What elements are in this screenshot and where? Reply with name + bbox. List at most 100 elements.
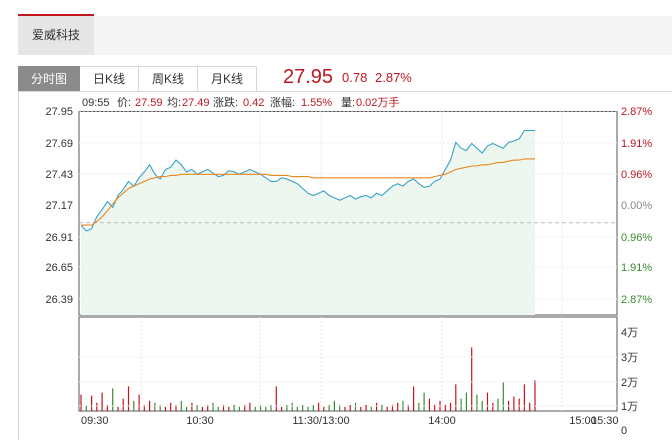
volume-bar — [318, 402, 320, 411]
info-time: 09:55 — [82, 97, 110, 109]
time-axis-label: 10:30 — [186, 415, 214, 427]
volume-bar — [476, 394, 478, 411]
price-area-fill — [81, 130, 535, 315]
tab-intraday[interactable]: 分时图 — [18, 66, 80, 92]
volume-bar — [291, 402, 293, 411]
pct-axis-label: 0.96% — [621, 169, 652, 181]
volume-panel-border — [78, 316, 618, 412]
volume-bar — [486, 392, 489, 411]
price-change-pct: 2.87% — [375, 70, 412, 85]
pct-axis-label: 1.91% — [621, 262, 652, 274]
price-axis-label: 27.17 — [45, 200, 73, 212]
volume-bar — [85, 405, 87, 411]
volume-bar — [270, 404, 272, 411]
volume-bar — [391, 404, 394, 411]
volume-bar — [444, 404, 446, 411]
pct-axis-label: 2.87% — [621, 106, 652, 118]
info-vol: 0.02万手 — [356, 95, 399, 109]
volume-bar — [122, 398, 124, 411]
price-axis-label: 27.69 — [45, 138, 73, 150]
volume-bar — [397, 402, 399, 411]
price-axis-label: 26.91 — [45, 232, 73, 244]
volume-bar — [159, 404, 161, 411]
volume-bar — [460, 398, 462, 411]
volume-bar — [286, 404, 288, 411]
volume-bar — [191, 402, 193, 411]
volume-bar — [222, 404, 225, 411]
intraday-chart-svg: 09:55 价: 27.59 均: 27.49 涨跌: 0.42 涨幅: 1.5… — [45, 95, 652, 437]
volume-bar — [471, 347, 473, 411]
volume-axis-label: 2万 — [621, 377, 638, 389]
volume-bar — [534, 380, 536, 412]
volume-bar — [212, 402, 214, 411]
volume-bar — [455, 384, 457, 412]
volume-bar — [518, 398, 520, 411]
volume-bar — [143, 404, 145, 411]
pct-axis-label: 1.91% — [621, 138, 652, 150]
volume-bar — [365, 404, 367, 411]
volume-bar — [376, 402, 378, 411]
volume-bar — [106, 404, 108, 411]
volume-axis-label: 0 — [621, 425, 627, 437]
volume-bar — [228, 406, 230, 411]
volume-bar — [344, 406, 346, 411]
time-axis-label: 15:00 — [569, 415, 597, 427]
volume-bar — [370, 406, 372, 411]
volume-bar — [149, 400, 151, 412]
info-avg: 27.49 — [182, 97, 210, 109]
volume-bar — [312, 404, 314, 411]
volume-bar — [428, 398, 430, 411]
volume-bar — [502, 382, 504, 411]
info-amp-label: 涨幅: — [270, 96, 295, 109]
volume-bar — [349, 404, 351, 411]
volume-bar — [497, 398, 499, 411]
volume-bar — [413, 386, 415, 411]
volume-bar — [281, 406, 283, 411]
intraday-chart: 09:55 价: 27.59 均: 27.49 涨跌: 0.42 涨幅: 1.5… — [18, 91, 672, 440]
volume-bar — [323, 406, 325, 411]
price-axis-label: 27.95 — [45, 106, 73, 118]
volume-bar — [127, 386, 130, 411]
pct-axis-label: 0.96% — [621, 232, 652, 244]
volume-bar — [207, 404, 209, 411]
volume-bar — [381, 404, 383, 411]
volume-bar — [96, 402, 98, 411]
volume-bar — [418, 402, 420, 411]
volume-bar — [201, 406, 203, 411]
volume-bar — [101, 392, 103, 411]
volume-bar — [465, 392, 467, 411]
volume-axis-label: 1万 — [621, 401, 638, 413]
volume-bar — [296, 406, 298, 411]
pct-axis-label: 0.00% — [621, 200, 652, 212]
volume-bar — [354, 402, 357, 411]
volume-bar — [170, 402, 172, 411]
volume-bar — [523, 384, 525, 412]
time-axis-label: 09:30 — [81, 415, 109, 427]
volume-bar — [133, 400, 135, 412]
info-avg-label: 均: — [167, 96, 181, 109]
volume-bar — [138, 394, 140, 411]
volume-bar — [386, 406, 388, 411]
volume-bar — [529, 402, 531, 411]
volume-bar — [302, 404, 304, 411]
info-price-label: 价: — [117, 96, 131, 109]
tab-daily-k[interactable]: 日K线 — [80, 66, 139, 92]
pct-axis-label: 2.87% — [621, 294, 652, 306]
volume-bar — [275, 386, 277, 411]
info-change-label: 涨跌: — [213, 95, 238, 109]
volume-bar — [112, 388, 114, 411]
header-strip — [94, 16, 672, 55]
volume-bar — [244, 404, 246, 411]
info-price: 27.59 — [135, 97, 163, 109]
volume-bar — [164, 406, 167, 411]
stock-name-tab[interactable]: 爱威科技 — [18, 14, 94, 55]
volume-bar — [180, 400, 182, 412]
volume-bar — [154, 402, 156, 411]
price-change: 0.78 — [342, 70, 368, 85]
tab-weekly-k[interactable]: 周K线 — [139, 66, 198, 92]
volume-bar — [117, 406, 119, 411]
volume-bar — [449, 402, 452, 411]
volume-bar — [513, 396, 515, 411]
volume-axis-label: 4万 — [621, 327, 638, 339]
tab-monthly-k[interactable]: 月K线 — [198, 66, 257, 92]
